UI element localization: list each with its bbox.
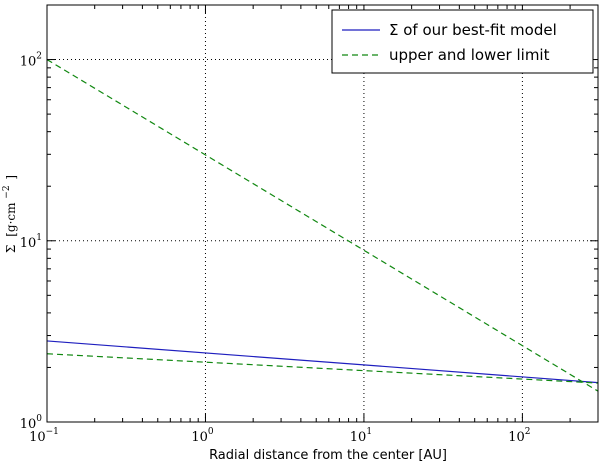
y-axis-unit-exponent: −2: [2, 185, 12, 198]
y-axis-label: Σ [g·cm −2 ]: [0, 175, 18, 253]
series-line-2: [46, 353, 599, 384]
series-line-1: [46, 59, 599, 392]
y-axis-unit-close: ]: [4, 175, 18, 180]
plot-area: [47, 5, 598, 422]
x-axis-label: Radial distance from the center [AU]: [209, 448, 447, 463]
y-axis-unit: [g·cm: [4, 202, 18, 237]
plot-frame: [46, 4, 599, 423]
legend: Σ of our best-fit model upper and lower …: [331, 9, 594, 74]
x-tick-label-1: 100: [191, 427, 214, 445]
svg-text:Σ [g·cm −2 ]: Σ [g·cm −2 ]: [0, 175, 18, 253]
y-tick-label-0: 100: [20, 414, 43, 432]
x-tick-label-2: 101: [350, 427, 372, 445]
y-tick-label-1: 101: [20, 233, 42, 251]
legend-box: [331, 9, 594, 74]
x-tick-label-0: 10−1: [29, 427, 59, 445]
y-axis-symbol: Σ: [4, 245, 18, 253]
x-tick-label-3: 102: [508, 427, 530, 445]
series-line-0: [46, 340, 599, 384]
series-layer: [46, 59, 599, 392]
y-tick-label-2: 102: [20, 52, 42, 70]
legend-label-best-fit: Σ of our best-fit model: [389, 21, 557, 39]
grid-lines: [47, 5, 598, 422]
legend-label-limits: upper and lower limit: [389, 46, 550, 64]
